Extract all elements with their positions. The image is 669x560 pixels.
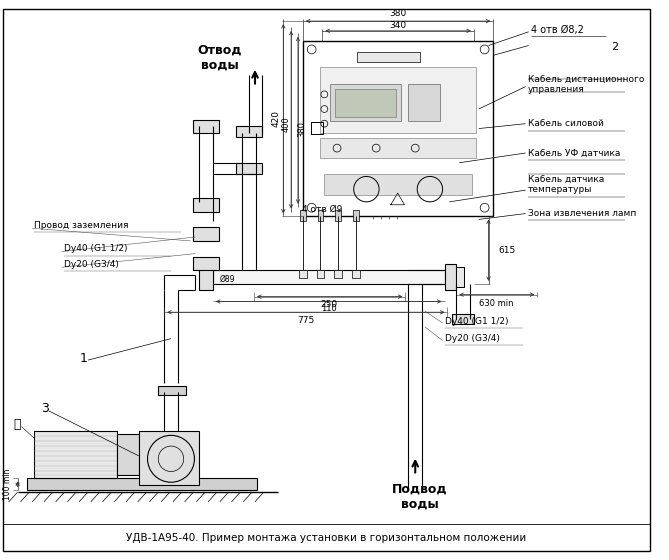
Text: Ø89: Ø89 bbox=[220, 274, 235, 283]
Bar bbox=[193, 120, 219, 133]
Bar bbox=[334, 270, 342, 278]
Text: 4 отв Ø8,2: 4 отв Ø8,2 bbox=[531, 25, 583, 35]
Text: 380: 380 bbox=[389, 9, 407, 18]
Bar bbox=[300, 209, 306, 221]
Bar bbox=[324, 174, 472, 195]
Bar bbox=[213, 270, 444, 284]
Text: Кабель силовой: Кабель силовой bbox=[528, 119, 603, 128]
Text: Кабель дистанционного
управления: Кабель дистанционного управления bbox=[528, 75, 644, 94]
Bar bbox=[299, 270, 307, 278]
Bar bbox=[335, 90, 395, 117]
Bar bbox=[352, 270, 359, 278]
Bar bbox=[193, 256, 219, 270]
Text: Кабель УФ датчика: Кабель УФ датчика bbox=[528, 148, 620, 157]
Text: УДВ-1А95-40. Пример монтажа установки в горизонтальном положении: УДВ-1А95-40. Пример монтажа установки в … bbox=[126, 533, 527, 543]
Text: 100 min: 100 min bbox=[3, 469, 12, 500]
Bar bbox=[199, 264, 213, 290]
Text: 110: 110 bbox=[321, 304, 337, 313]
Text: 615: 615 bbox=[498, 246, 516, 255]
Bar bbox=[27, 478, 257, 490]
Text: Зона извлечения ламп: Зона извлечения ламп bbox=[528, 209, 636, 218]
Text: 3: 3 bbox=[41, 403, 49, 416]
Bar bbox=[456, 267, 464, 287]
Text: 380: 380 bbox=[298, 120, 306, 137]
Bar bbox=[335, 209, 341, 221]
Text: 250: 250 bbox=[320, 300, 338, 309]
Bar bbox=[353, 209, 359, 221]
Bar bbox=[310, 122, 323, 134]
Bar bbox=[320, 138, 476, 158]
Bar bbox=[117, 435, 138, 475]
Bar bbox=[193, 227, 219, 241]
Text: 1: 1 bbox=[80, 352, 88, 365]
Bar bbox=[236, 163, 262, 175]
Bar bbox=[138, 431, 199, 485]
Bar bbox=[159, 385, 185, 395]
Text: 340: 340 bbox=[389, 21, 407, 30]
Bar bbox=[316, 270, 324, 278]
Bar bbox=[34, 431, 117, 478]
Text: 4 отв Ø9: 4 отв Ø9 bbox=[302, 205, 343, 214]
Bar bbox=[318, 209, 323, 221]
Text: Кабель датчика
температуры: Кабель датчика температуры bbox=[528, 175, 604, 194]
Text: 630 min: 630 min bbox=[479, 299, 514, 308]
Text: 775: 775 bbox=[297, 315, 314, 325]
Bar bbox=[357, 52, 420, 62]
Text: Отвод
воды: Отвод воды bbox=[197, 43, 242, 71]
Text: 2: 2 bbox=[611, 43, 617, 53]
Bar bbox=[320, 67, 476, 133]
Text: 420: 420 bbox=[272, 110, 281, 127]
Bar bbox=[452, 314, 474, 324]
Text: Подвод
воды: Подвод воды bbox=[392, 483, 448, 511]
Bar bbox=[330, 83, 401, 121]
Text: ⏚: ⏚ bbox=[14, 418, 21, 431]
Text: Dy20 (G3/4): Dy20 (G3/4) bbox=[444, 334, 500, 343]
Bar bbox=[236, 125, 262, 137]
Bar bbox=[193, 198, 219, 212]
Text: 400: 400 bbox=[282, 116, 291, 132]
Text: Dy40 (G1 1/2): Dy40 (G1 1/2) bbox=[444, 316, 508, 325]
Text: Провод заземления: Провод заземления bbox=[34, 221, 128, 230]
Text: Dy40 (G1 1/2): Dy40 (G1 1/2) bbox=[64, 244, 127, 253]
Bar bbox=[303, 41, 494, 217]
Bar bbox=[408, 83, 440, 121]
Bar bbox=[444, 264, 456, 290]
Text: Dy20 (G3/4): Dy20 (G3/4) bbox=[64, 260, 118, 269]
